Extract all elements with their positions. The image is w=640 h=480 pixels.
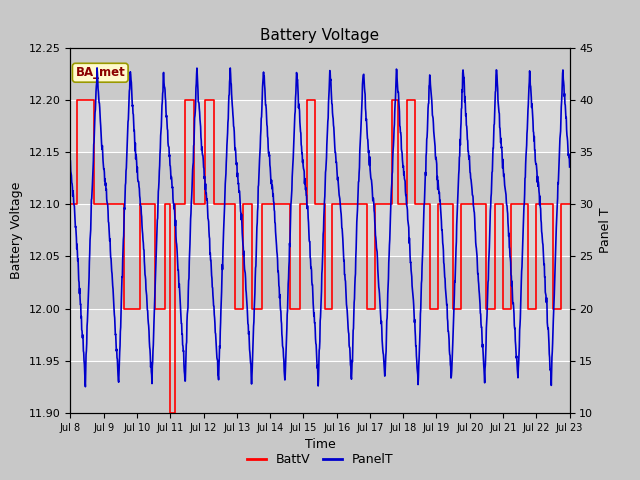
X-axis label: Time: Time xyxy=(305,438,335,451)
Y-axis label: Battery Voltage: Battery Voltage xyxy=(10,182,23,279)
Bar xyxy=(70,256,570,309)
Bar xyxy=(70,48,570,100)
Bar xyxy=(70,360,570,413)
Legend: BattV, PanelT: BattV, PanelT xyxy=(242,448,398,471)
Text: BA_met: BA_met xyxy=(76,66,125,79)
Bar xyxy=(70,152,570,204)
Y-axis label: Panel T: Panel T xyxy=(599,207,612,253)
Title: Battery Voltage: Battery Voltage xyxy=(260,28,380,43)
